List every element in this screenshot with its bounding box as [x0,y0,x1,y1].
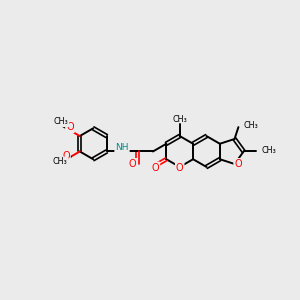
Text: CH₃: CH₃ [53,117,68,126]
Text: O: O [234,159,242,169]
Text: O: O [62,151,70,161]
Text: O: O [152,163,159,172]
Text: CH₃: CH₃ [172,116,187,124]
Text: CH₃: CH₃ [262,146,276,155]
Text: CH₃: CH₃ [244,122,259,130]
Text: NH: NH [115,143,129,152]
Text: O: O [129,159,136,169]
Text: O: O [66,122,74,132]
Text: CH₃: CH₃ [53,158,68,166]
Text: O: O [176,164,184,173]
